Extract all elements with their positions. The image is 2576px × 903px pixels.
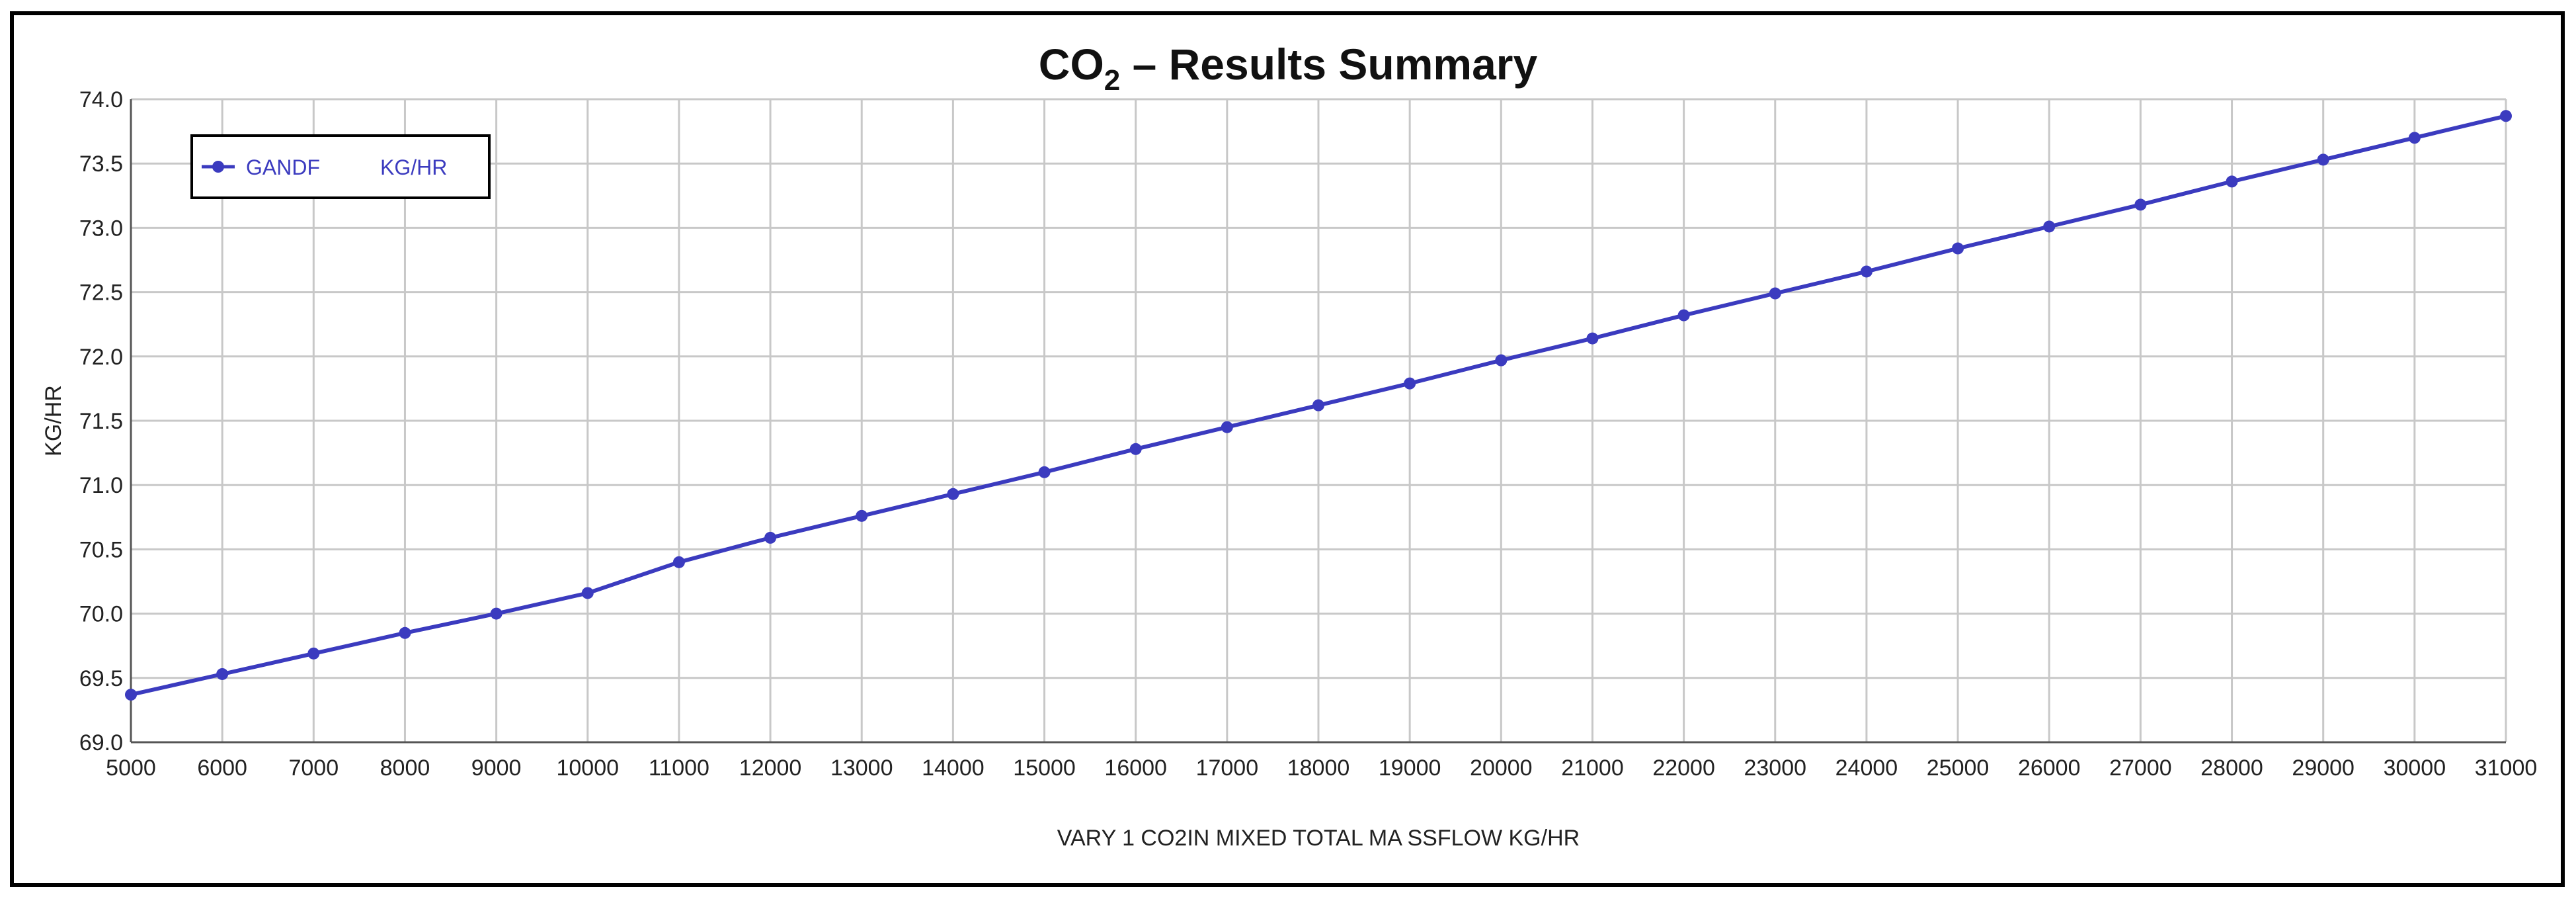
- x-tick-label: 16000: [1104, 755, 1167, 781]
- x-tick-label: 18000: [1287, 755, 1350, 781]
- y-tick-label: 69.0: [79, 730, 123, 755]
- axes: [130, 99, 2506, 744]
- y-tick-label: 74.0: [79, 87, 123, 112]
- data-point[interactable]: [125, 689, 137, 701]
- data-point[interactable]: [2043, 220, 2056, 233]
- x-tick-label: 30000: [2384, 755, 2446, 781]
- data-point[interactable]: [2317, 153, 2329, 166]
- data-point[interactable]: [672, 556, 685, 568]
- data-point[interactable]: [2500, 110, 2512, 122]
- x-tick-label: 9000: [471, 755, 522, 781]
- y-tick-label: 70.0: [79, 602, 123, 627]
- x-tick-label: 22000: [1652, 755, 1715, 781]
- legend-series-unit: KG/HR: [380, 155, 447, 179]
- legend-marker-swatch: [212, 161, 224, 173]
- x-tick-label: 28000: [2200, 755, 2263, 781]
- data-point[interactable]: [2134, 198, 2147, 211]
- x-tick-label: 26000: [2018, 755, 2081, 781]
- series-gandf: [125, 110, 2512, 701]
- x-tick-label: 17000: [1196, 755, 1259, 781]
- data-point[interactable]: [764, 531, 777, 544]
- x-axis-label: VARY 1 CO2IN MIXED TOTAL MA SSFLOW KG/HR: [1057, 826, 1580, 851]
- data-point[interactable]: [399, 626, 411, 639]
- data-point[interactable]: [2408, 132, 2421, 144]
- chart-title: CO2 – Results Summary: [1039, 40, 1538, 97]
- y-tick-label: 73.5: [79, 151, 123, 177]
- data-point[interactable]: [216, 667, 229, 680]
- x-tick-label: 8000: [380, 755, 430, 781]
- data-point[interactable]: [1038, 466, 1051, 478]
- y-tick-label: 72.0: [79, 345, 123, 370]
- x-tick-label: 25000: [1927, 755, 1990, 781]
- data-point[interactable]: [1586, 332, 1599, 345]
- x-tick-label: 14000: [922, 755, 985, 781]
- data-point[interactable]: [1312, 399, 1324, 411]
- data-point[interactable]: [1495, 354, 1508, 366]
- data-point[interactable]: [2226, 175, 2238, 188]
- x-tick-label: 19000: [1379, 755, 1441, 781]
- x-tick-label: 12000: [739, 755, 802, 781]
- x-tick-label: 10000: [556, 755, 619, 781]
- data-point[interactable]: [1952, 242, 1964, 255]
- x-tick-label: 6000: [197, 755, 247, 781]
- data-point[interactable]: [307, 647, 320, 660]
- x-tick-label: 7000: [288, 755, 339, 781]
- x-tick-label: 5000: [106, 755, 156, 781]
- grid-lines: [130, 98, 2507, 744]
- data-point[interactable]: [1860, 265, 1872, 278]
- x-tick-label: 29000: [2292, 755, 2355, 781]
- y-tick-label: 72.5: [79, 280, 123, 306]
- x-tick-label: 20000: [1470, 755, 1533, 781]
- y-axis-label: KG/HR: [41, 385, 66, 456]
- data-point[interactable]: [581, 587, 594, 599]
- x-tick-label: 13000: [830, 755, 893, 781]
- data-point[interactable]: [1677, 309, 1690, 322]
- chart-title-main: CO: [1039, 40, 1104, 89]
- legend[interactable]: GANDF KG/HR: [190, 134, 491, 199]
- legend-series-name: GANDF: [246, 155, 320, 179]
- data-point[interactable]: [490, 607, 503, 620]
- y-tick-labels: 69.0 69.5 70.0 70.5 71.0 71.5 72.0 72.5 73.0 73.5…: [79, 87, 123, 755]
- y-tick-label: 69.5: [79, 666, 123, 691]
- y-tick-label: 71.0: [79, 473, 123, 498]
- x-tick-label: 24000: [1835, 755, 1898, 781]
- data-point[interactable]: [856, 509, 868, 522]
- data-point[interactable]: [1129, 443, 1142, 455]
- y-tick-label: 71.5: [79, 409, 123, 434]
- y-tick-label: 73.0: [79, 216, 123, 241]
- x-tick-labels: 5000 6000 7000 8000 9000 10000 11000 12000 13000…: [106, 755, 2537, 781]
- legend-box: [190, 134, 491, 199]
- chart-title-rest: – Results Summary: [1120, 40, 1537, 89]
- x-tick-label: 23000: [1744, 755, 1806, 781]
- chart-title-subscript: 2: [1104, 64, 1120, 97]
- x-tick-label: 11000: [649, 755, 709, 781]
- data-point[interactable]: [947, 488, 959, 500]
- data-point[interactable]: [1221, 421, 1233, 433]
- y-tick-label: 70.5: [79, 537, 123, 562]
- x-tick-label: 15000: [1013, 755, 1076, 781]
- x-tick-label: 21000: [1561, 755, 1624, 781]
- x-tick-label: 31000: [2475, 755, 2538, 781]
- x-tick-label: 27000: [2109, 755, 2172, 781]
- data-point[interactable]: [1769, 287, 1781, 300]
- data-point[interactable]: [1404, 377, 1416, 390]
